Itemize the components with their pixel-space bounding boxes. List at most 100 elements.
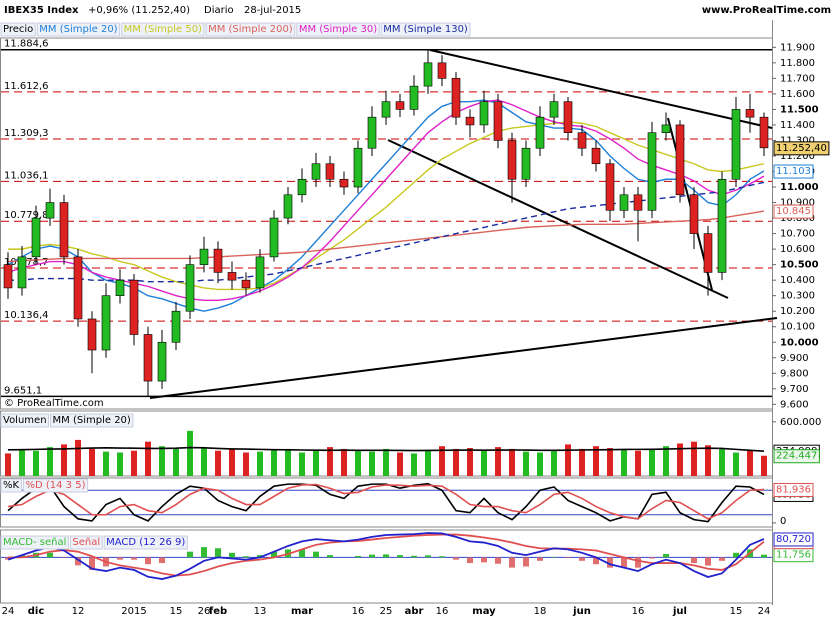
histogram-bar (733, 552, 739, 558)
candle-body (297, 178, 307, 196)
series-line (8, 181, 765, 283)
volume-bar (719, 448, 725, 476)
candle-body (353, 147, 363, 188)
candle-body (171, 310, 181, 343)
volume-bar (201, 447, 207, 476)
y-tick-label: 11.200 (780, 151, 815, 162)
histogram-bar (481, 557, 487, 563)
y-tick-label: 11.000 (780, 182, 819, 193)
volume-bar (607, 448, 613, 476)
histogram-bar (229, 552, 235, 558)
legend-entry: Volumen (3, 415, 47, 426)
x-tick-label: 2015 (121, 606, 146, 617)
histogram-bar (411, 555, 417, 558)
legend-entry: MM (Simple 50) (124, 24, 202, 35)
volume-bar (61, 444, 67, 476)
histogram-bar (355, 556, 361, 558)
site: www.ProRealTime.com (702, 5, 831, 16)
volume-bar (523, 451, 529, 476)
histogram-bar (131, 557, 137, 560)
volume-bar (467, 448, 473, 476)
volume-bar (19, 448, 25, 476)
candle-body (647, 132, 657, 211)
x-tick-label: 15 (730, 606, 743, 617)
change: +0,96% (11.252,40) (88, 5, 190, 16)
histogram-bar (215, 548, 221, 558)
legend-entry-box (296, 22, 380, 37)
histogram-bar (425, 555, 431, 558)
y-tick-label: 9.900 (780, 353, 809, 364)
end-label-box (773, 164, 814, 179)
volume-bar (677, 443, 683, 476)
symbol: IBEX35 Index (4, 5, 79, 16)
histogram-bar (705, 557, 711, 566)
volume-bar (47, 447, 53, 476)
candle-body (689, 194, 699, 234)
legend-entry-box (103, 535, 188, 550)
candle-body (73, 256, 83, 320)
candle-body (157, 341, 167, 382)
end-label: 11.103 (776, 166, 811, 177)
legend-entry-box (380, 22, 471, 37)
volume-bar (747, 450, 753, 476)
candle-body (311, 163, 321, 180)
volume-bar (327, 447, 333, 476)
volume-bar (537, 452, 543, 476)
volume-bar (439, 446, 445, 476)
candle-body (367, 116, 377, 149)
histogram-bar (579, 557, 585, 561)
end-label: 10.845 (776, 206, 811, 217)
y-tick-label: 10.200 (780, 306, 815, 317)
level-label: 10.136,4 (4, 310, 49, 321)
level-label: 11.884,6 (4, 39, 49, 50)
legend-entry: MACD (12 26 9) (106, 537, 185, 548)
candle-body (619, 194, 629, 211)
histogram-bar (621, 557, 627, 568)
end-label: 81,936 (776, 484, 811, 495)
volume-bar (691, 441, 697, 476)
histogram-bar (201, 547, 207, 558)
candle-body (59, 202, 69, 258)
histogram-bar (369, 554, 375, 558)
candle-body (409, 85, 419, 110)
x-tick-label: abr (405, 606, 424, 617)
legend-entry: Señal (72, 537, 100, 548)
volume-bar (131, 450, 137, 476)
histogram-bar (313, 551, 319, 558)
histogram-bar (159, 557, 165, 564)
volume-bar (383, 448, 389, 476)
candle-body (255, 256, 265, 289)
histogram-bar (495, 557, 501, 564)
legend-entry-box (36, 22, 121, 37)
candle-body (227, 272, 237, 281)
candle-body (451, 78, 461, 118)
volume-bar (341, 448, 347, 476)
volume-bar (579, 448, 585, 476)
candle-body (129, 279, 139, 335)
legend-entry: MM (Simple 200) (208, 24, 293, 35)
date: 28-jul-2015 (244, 5, 301, 16)
x-tick-label: 25 (380, 606, 393, 617)
volume-bar (369, 451, 375, 476)
candle-body (101, 295, 111, 351)
volume-bar (509, 448, 515, 476)
volume-bar (649, 448, 655, 476)
x-tick-label: jul (672, 606, 687, 617)
series-line (8, 121, 765, 291)
histogram-bar (453, 557, 459, 560)
volume-bar (635, 450, 641, 476)
x-tick-label: 18 (534, 606, 547, 617)
y-tick-label: 600.000 (780, 417, 821, 428)
series-line (7, 446, 765, 452)
volume-bar (733, 452, 739, 476)
candle-body (703, 233, 713, 273)
legend-entry-box (0, 413, 50, 428)
histogram-bar (509, 557, 515, 568)
histogram-bar (691, 557, 697, 564)
candle-body (675, 124, 685, 196)
candle-body (115, 279, 125, 296)
histogram-bar (523, 557, 529, 567)
candle-body (633, 194, 643, 211)
candle-body (759, 116, 769, 149)
